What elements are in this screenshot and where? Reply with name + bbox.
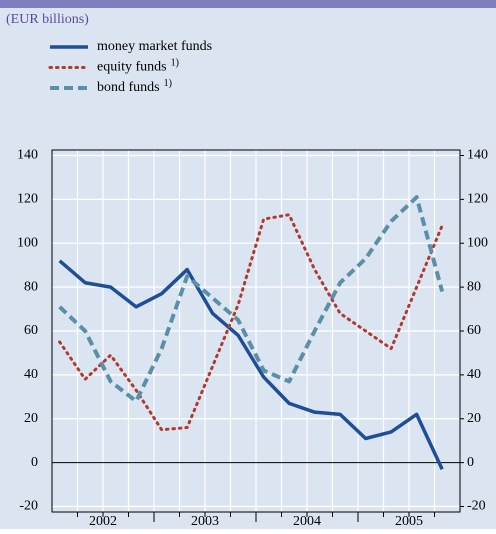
y2-tick-label: 0: [467, 455, 474, 470]
y2-tick-label: 100: [467, 235, 488, 250]
y-tick-label: 80: [24, 279, 38, 294]
y2-tick-label: 140: [467, 148, 488, 163]
x-year-label: 2004: [293, 514, 321, 529]
series-line: [58, 195, 445, 404]
y-tick-label: 20: [24, 411, 38, 426]
y2-tick-label: 120: [467, 192, 488, 207]
x-year-label: 2003: [191, 514, 219, 529]
y-tick-label: 40: [24, 367, 38, 382]
legend-label: bond funds 1): [97, 78, 172, 95]
y2-tick-label: 80: [467, 279, 481, 294]
legend-name: money market funds: [97, 39, 212, 54]
x-year-label: 2005: [395, 514, 423, 529]
header-bar: [0, 0, 496, 8]
unit-label: (EUR billions): [6, 12, 89, 27]
series-line: [58, 259, 444, 470]
legend-name: equity funds: [97, 60, 167, 75]
y2-tick-label: -20: [467, 499, 486, 514]
x-year-label: 2002: [89, 514, 117, 529]
y2-tick-label: 60: [467, 323, 481, 338]
y-tick-label: 60: [24, 323, 38, 338]
y-tick-label: 120: [17, 192, 38, 207]
y2-tick-label: 40: [467, 367, 481, 382]
legend-name: bond funds: [97, 80, 160, 95]
y-tick-label: 0: [31, 455, 38, 470]
legend-note: 1): [171, 58, 179, 69]
y2-tick-label: 20: [467, 411, 481, 426]
legend-label: equity funds 1): [97, 58, 179, 75]
y-tick-label: -20: [19, 499, 38, 514]
legend-label: money market funds: [97, 39, 212, 54]
y-tick-label: 100: [17, 235, 38, 250]
y-tick-label: 140: [17, 148, 38, 163]
legend-note: 1): [164, 78, 172, 89]
